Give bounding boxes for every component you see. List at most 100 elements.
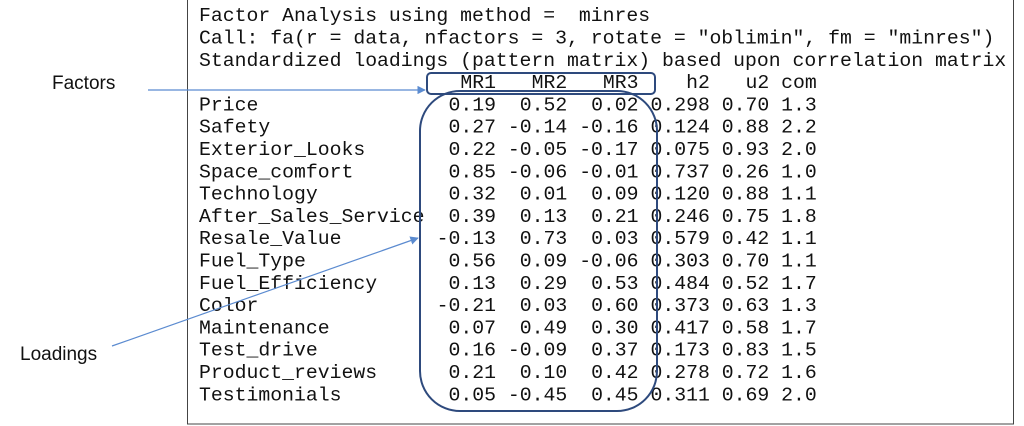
row-label: Testimonials — [199, 384, 341, 406]
row-label: Space_comfort — [199, 161, 353, 183]
table-cell: 1.1 — [781, 184, 817, 206]
row-label: After_Sales_Service — [199, 206, 425, 228]
table-cell: 0.124 — [650, 117, 709, 139]
console-frame — [187, 0, 1014, 425]
table-cell: 1.5 — [781, 340, 817, 362]
row-label: Resale_Value — [199, 228, 341, 250]
table-cell: 0.88 — [722, 184, 769, 206]
factors-box — [426, 72, 656, 95]
table-cell: 0.22 — [449, 139, 496, 161]
row-label: Fuel_Type — [199, 251, 306, 273]
table-cell: 0.09 — [520, 251, 567, 273]
row-label: Test_drive — [199, 340, 318, 362]
table-cell: 0.63 — [722, 295, 769, 317]
loadings-arrow — [111, 236, 419, 347]
table-cell: 0.73 — [520, 228, 567, 250]
table-cell: -0.45 — [508, 384, 567, 406]
table-cell: 0.58 — [722, 317, 769, 339]
table-cell: 0.32 — [449, 184, 496, 206]
table-cell: 0.49 — [520, 317, 567, 339]
table-cell: 0.19 — [449, 94, 496, 116]
console-line: Standardized loadings (pattern matrix) b… — [199, 50, 1006, 72]
table-cell: -0.16 — [579, 117, 638, 139]
table-cell: 0.69 — [722, 384, 769, 406]
table-cell: 0.373 — [650, 295, 709, 317]
console-output: Factor Analysis using method = minresCal… — [199, 5, 1006, 406]
table-cell: 1.1 — [781, 228, 817, 250]
table-cell: -0.06 — [508, 161, 567, 183]
table-cell: 1.3 — [781, 94, 817, 116]
table-cell: 0.484 — [650, 273, 709, 295]
table-cell: 0.075 — [650, 139, 709, 161]
column-header: h2 — [686, 72, 710, 94]
table-cell: 0.39 — [449, 206, 496, 228]
table-cell: 0.70 — [722, 251, 769, 273]
table-cell: 1.7 — [781, 317, 817, 339]
table-cell: -0.05 — [508, 139, 567, 161]
row-label: Color — [199, 295, 258, 317]
table-cell: 0.07 — [449, 317, 496, 339]
table-cell: -0.01 — [579, 161, 638, 183]
table-cell: 0.93 — [722, 139, 769, 161]
table-cell: 2.0 — [781, 139, 817, 161]
table-cell: 0.72 — [722, 362, 769, 384]
table-cell: 1.8 — [781, 206, 817, 228]
table-cell: 0.303 — [650, 251, 709, 273]
table-cell: 0.21 — [449, 362, 496, 384]
table-cell: 0.27 — [449, 117, 496, 139]
table-cell: 0.417 — [650, 317, 709, 339]
table-cell: -0.21 — [437, 295, 496, 317]
table-cell: 0.03 — [591, 228, 638, 250]
table-cell: 0.29 — [520, 273, 567, 295]
table-cell: -0.17 — [579, 139, 638, 161]
table-cell: 0.56 — [449, 251, 496, 273]
console-line: Factor Analysis using method = minres — [199, 5, 650, 27]
table-cell: 0.10 — [520, 362, 567, 384]
table-cell: 1.3 — [781, 295, 817, 317]
table-cell: 0.30 — [591, 317, 638, 339]
row-label: Product_reviews — [199, 362, 377, 384]
table-cell: 0.85 — [449, 161, 496, 183]
table-cell: 0.246 — [650, 206, 709, 228]
factors-label: Factors — [52, 73, 115, 94]
table-cell: 0.75 — [722, 206, 769, 228]
table-cell: 0.53 — [591, 273, 638, 295]
table-cell: 1.1 — [781, 251, 817, 273]
table-cell: 0.05 — [449, 384, 496, 406]
table-cell: -0.06 — [579, 251, 638, 273]
column-header: MR1 — [460, 72, 496, 94]
table-cell: 0.298 — [650, 94, 709, 116]
table-cell: -0.13 — [437, 228, 496, 250]
table-cell: 0.52 — [520, 94, 567, 116]
table-cell: 0.03 — [520, 295, 567, 317]
column-header: u2 — [745, 72, 769, 94]
table-cell: 0.09 — [591, 184, 638, 206]
row-label: Safety — [199, 117, 270, 139]
table-cell: 0.60 — [591, 295, 638, 317]
table-cell: 0.70 — [722, 94, 769, 116]
table-cell: 0.13 — [449, 273, 496, 295]
loadings-box — [419, 90, 658, 412]
table-cell: 2.0 — [781, 384, 817, 406]
console-line: Call: fa(r = data, nfactors = 3, rotate … — [199, 28, 994, 50]
row-label: Price — [199, 94, 258, 116]
table-cell: 1.6 — [781, 362, 817, 384]
row-label: Technology — [199, 184, 318, 206]
table-cell: 0.01 — [520, 184, 567, 206]
table-cell: 0.173 — [650, 340, 709, 362]
table-cell: 0.88 — [722, 117, 769, 139]
table-cell: 0.278 — [650, 362, 709, 384]
column-header: MR2 — [532, 72, 568, 94]
table-cell: -0.14 — [508, 117, 567, 139]
loadings-label: Loadings — [20, 344, 97, 365]
table-cell: 0.120 — [650, 184, 709, 206]
table-cell: 0.16 — [449, 340, 496, 362]
column-header: com — [781, 72, 817, 94]
table-cell: 0.52 — [722, 273, 769, 295]
table-cell: 0.26 — [722, 161, 769, 183]
table-cell: 0.83 — [722, 340, 769, 362]
column-header: MR3 — [603, 72, 639, 94]
table-cell: 0.02 — [591, 94, 638, 116]
table-cell: -0.09 — [508, 340, 567, 362]
